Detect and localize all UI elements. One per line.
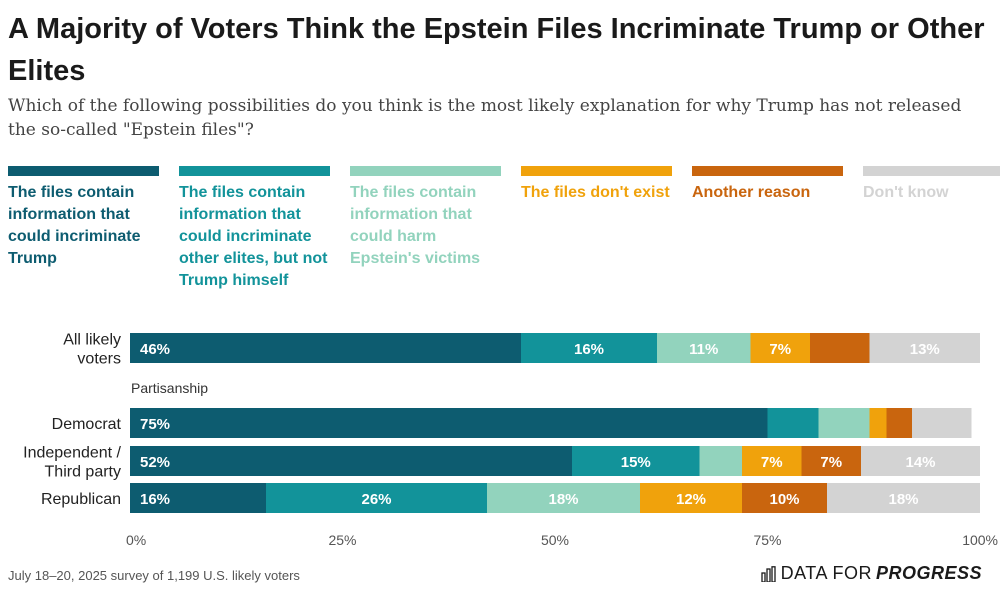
data-label: 7% bbox=[820, 454, 842, 471]
bar-segment bbox=[487, 483, 640, 513]
category-label: Independent / bbox=[23, 445, 121, 462]
brand-logo: DATA FOR PROGRESS bbox=[760, 563, 982, 584]
x-tick-label: 50% bbox=[541, 532, 569, 548]
bar-segment bbox=[657, 333, 751, 363]
bar-segment bbox=[130, 446, 572, 476]
bar-segment bbox=[869, 408, 887, 438]
legend-label: The files contain information that could… bbox=[8, 184, 141, 267]
category-label: Democrat bbox=[52, 416, 122, 433]
legend-item-other-elites: The files contain information that could… bbox=[179, 166, 330, 292]
legend-item-harm-victims: The files contain information that could… bbox=[350, 166, 501, 270]
legend-label: The files contain information that could… bbox=[179, 184, 328, 289]
data-label: 14% bbox=[905, 454, 935, 471]
bar-segment bbox=[521, 333, 657, 363]
bar-segment bbox=[640, 483, 742, 513]
footer-source: July 18–20, 2025 survey of 1,199 U.S. li… bbox=[8, 568, 300, 583]
legend-item-dont-know: Don't know bbox=[863, 166, 1000, 204]
legend-swatch bbox=[521, 166, 672, 176]
bar-segment bbox=[767, 408, 819, 438]
data-label: 16% bbox=[140, 491, 170, 508]
bar-segment bbox=[861, 446, 980, 476]
brand-text: DATA FOR bbox=[780, 563, 872, 583]
data-label: 52% bbox=[140, 454, 170, 471]
category-label: voters bbox=[77, 351, 121, 368]
category-label: All likely bbox=[63, 332, 121, 349]
x-tick-label: 25% bbox=[328, 532, 356, 548]
legend-label: The files contain information that could… bbox=[350, 184, 481, 267]
data-label: 18% bbox=[548, 491, 578, 508]
data-label: 7% bbox=[761, 454, 783, 471]
data-label: 12% bbox=[676, 491, 706, 508]
x-tick-label: 100% bbox=[962, 532, 998, 548]
bar-segment bbox=[810, 333, 870, 363]
legend-label: Don't know bbox=[863, 184, 949, 201]
group-label: Partisanship bbox=[131, 380, 208, 396]
bar-segment bbox=[801, 446, 861, 476]
bar-segment bbox=[130, 408, 768, 438]
chart-subtitle: Which of the following possibilities do … bbox=[8, 96, 962, 140]
bar-segment bbox=[266, 483, 487, 513]
legend-swatch bbox=[179, 166, 330, 176]
data-label: 11% bbox=[689, 341, 718, 358]
x-tick-label: 0% bbox=[126, 532, 146, 548]
bar-segment bbox=[750, 333, 810, 363]
bar-chart-icon bbox=[760, 565, 776, 582]
legend-swatch bbox=[863, 166, 1000, 176]
legend-item-dont-exist: The files don't exist bbox=[521, 166, 672, 204]
chart-title: A Majority of Voters Think the Epstein F… bbox=[8, 13, 985, 87]
data-label: 13% bbox=[910, 341, 940, 358]
category-label: Third party bbox=[45, 464, 121, 481]
bar-segment bbox=[742, 483, 827, 513]
bar-segment bbox=[130, 483, 266, 513]
data-label: 7% bbox=[769, 341, 791, 358]
legend-item-incriminate-trump: The files contain information that could… bbox=[8, 166, 159, 270]
data-label: 75% bbox=[140, 416, 170, 433]
data-label: 10% bbox=[769, 491, 799, 508]
bar-segment bbox=[130, 333, 521, 363]
data-label: 18% bbox=[888, 491, 918, 508]
category-label: Republican bbox=[41, 491, 121, 508]
legend-swatch bbox=[350, 166, 501, 176]
bar-segment bbox=[827, 483, 980, 513]
data-label: 26% bbox=[361, 491, 391, 508]
legend: The files contain information that could… bbox=[8, 166, 1000, 296]
data-label: 16% bbox=[574, 341, 604, 358]
bar-segment bbox=[818, 408, 870, 438]
bar-segment bbox=[572, 446, 700, 476]
legend-label: The files don't exist bbox=[521, 184, 670, 201]
data-label: 15% bbox=[621, 454, 651, 471]
bar-segment bbox=[912, 408, 972, 438]
bar-segment bbox=[699, 446, 742, 476]
legend-swatch bbox=[8, 166, 159, 176]
legend-label: Another reason bbox=[692, 184, 811, 201]
bar-segment bbox=[869, 333, 980, 363]
brand-text-bold: PROGRESS bbox=[875, 563, 982, 583]
bar-segment bbox=[742, 446, 802, 476]
bar-segment bbox=[886, 408, 912, 438]
x-tick-label: 75% bbox=[753, 532, 781, 548]
data-label: 46% bbox=[140, 341, 170, 358]
legend-item-another-reason: Another reason bbox=[692, 166, 843, 204]
stacked-bar-chart: All likely voters 46% 16% 11% 7% 13% Democrat 75… bbox=[23, 332, 998, 549]
legend-swatch bbox=[692, 166, 843, 176]
